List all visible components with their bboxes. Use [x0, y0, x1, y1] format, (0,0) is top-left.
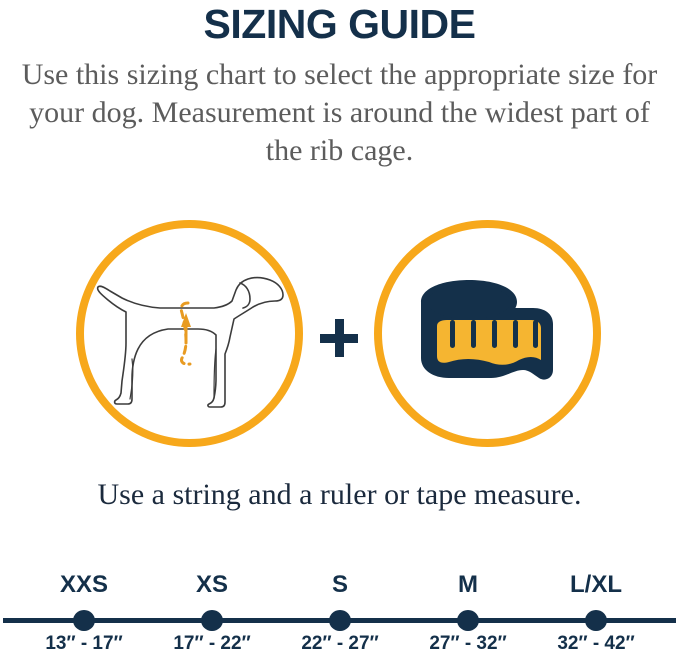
scale-stop-xs[interactable]: XS 17″ - 22″	[148, 570, 276, 658]
tape-measure-icon	[382, 228, 593, 439]
scale-marker-dot	[585, 610, 607, 631]
size-range: 32″ - 42″	[557, 633, 635, 654]
size-range: 22″ - 27″	[301, 633, 379, 654]
size-label: XXS	[59, 571, 109, 598]
scale-stop-xxs[interactable]: XXS 13″ - 17″	[20, 570, 148, 658]
size-range: 17″ - 22″	[173, 633, 251, 654]
plus-icon-vertical-bar	[335, 319, 344, 357]
icon-row	[0, 220, 679, 454]
subtitle-text: Use this sizing chart to select the appr…	[21, 58, 658, 167]
dog-measure-icon	[84, 228, 295, 439]
size-range: 27″ - 32″	[429, 633, 507, 654]
size-label: XS	[195, 571, 228, 598]
size-label: S	[331, 571, 348, 598]
dog-icon-ring	[76, 220, 303, 447]
size-label: M	[458, 571, 478, 598]
scale-marker-dot	[329, 610, 351, 631]
scale-marker-dot	[457, 610, 479, 631]
size-range: 13″ - 17″	[45, 633, 123, 654]
caption-text: Use a string and a ruler or tape measure…	[97, 478, 582, 511]
tape-icon-ring	[374, 220, 601, 447]
size-scale: XXS 13″ - 17″ XS 17″ - 22″ S 22″ - 27″ M…	[0, 570, 679, 658]
page-title: SIZING GUIDE	[203, 1, 476, 47]
scale-stop-s[interactable]: S 22″ - 27″	[276, 570, 404, 658]
scale-stop-lxl[interactable]: L/XL 32″ - 42″	[532, 570, 660, 658]
scale-marker-dot	[73, 610, 95, 631]
scale-marker-dot	[201, 610, 223, 631]
plus-icon	[320, 319, 358, 357]
size-label: L/XL	[570, 571, 622, 598]
scale-stop-m[interactable]: M 27″ - 32″	[404, 570, 532, 658]
